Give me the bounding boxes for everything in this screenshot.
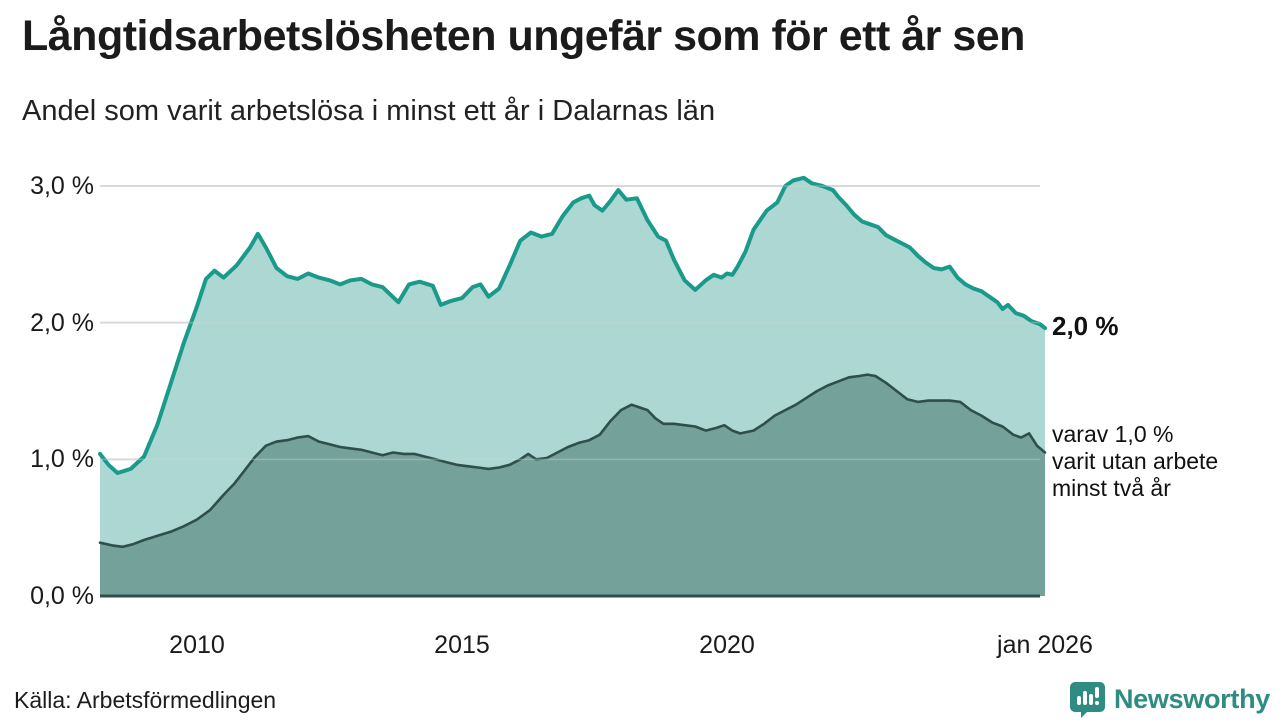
- chart-title: Långtidsarbetslösheten ungefär som för e…: [22, 12, 1025, 60]
- y-axis-tick-label: 2,0 %: [30, 308, 94, 337]
- x-axis-tick-label: 2020: [699, 631, 755, 659]
- source-label: Källa: Arbetsförmedlingen: [14, 687, 277, 713]
- secondary-series-value-label: varav 1,0 % varit utan arbete minst två …: [1052, 421, 1218, 502]
- y-axis-tick-label: 0,0 %: [30, 582, 94, 610]
- secondary-label-line-3: minst två år: [1052, 475, 1171, 501]
- x-axis-tick-label: jan 2026: [997, 631, 1093, 659]
- secondary-label-line-2: varit utan arbete: [1052, 448, 1219, 474]
- y-axis-tick-label: 1,0 %: [30, 445, 94, 474]
- chart-subtitle: Andel som varit arbetslösa i minst ett å…: [22, 95, 716, 127]
- x-axis-tick-label: 2010: [169, 631, 225, 659]
- bar-chart-pin-icon: [1069, 682, 1105, 718]
- total-series-value-label: 2,0 %: [1052, 311, 1119, 341]
- secondary-line: [98, 373, 1047, 549]
- total-line: [98, 175, 1047, 475]
- secondary-area: [100, 374, 1045, 596]
- newsworthy-logo-text: Newsworthy: [1113, 683, 1270, 714]
- newsworthy-logo: Newsworthy: [1069, 680, 1270, 718]
- x-axis-tick-label: 2015: [434, 631, 490, 659]
- y-axis-tick-label: 3,0 %: [30, 172, 94, 200]
- secondary-label-line-1: varav 1,0 %: [1052, 421, 1174, 447]
